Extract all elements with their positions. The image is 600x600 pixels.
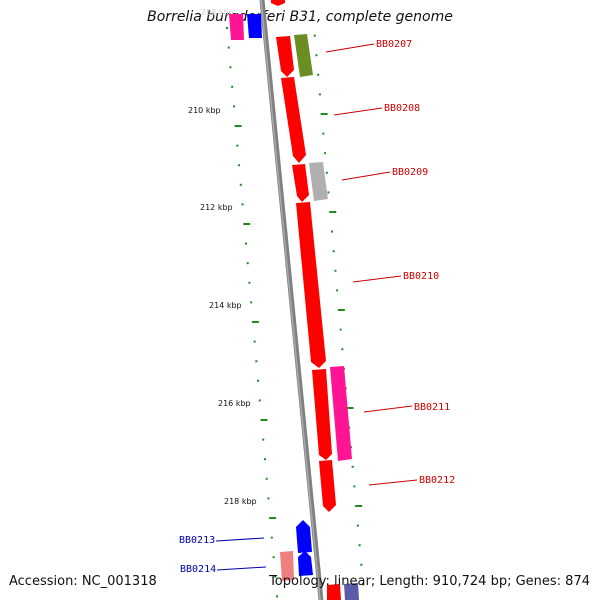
gene-label-bb0210[interactable]: BB0210 [403, 271, 439, 282]
tick-label-212: 212 kbp [200, 203, 233, 212]
label-connectors [215, 43, 418, 571]
tick-label-214: 214 kbp [209, 301, 242, 310]
gene-bb0208[interactable] [281, 77, 306, 163]
gene-bb0214[interactable] [298, 551, 313, 576]
gene-label-bb0207[interactable]: BB0207 [376, 39, 412, 50]
gene-bb0210[interactable] [296, 202, 326, 368]
gene-bb0209-gray[interactable] [309, 162, 328, 201]
gene-pink-top[interactable] [229, 14, 244, 40]
gene-label-bb0212[interactable]: BB0212 [419, 475, 455, 486]
tick-label-210: 210 kbp [188, 106, 221, 115]
gene-bb0212[interactable] [319, 460, 336, 512]
map-title: Borrelia burgdorferi B31, complete genom… [147, 9, 453, 25]
gene-bb0213[interactable] [296, 520, 312, 553]
gene-partial-top[interactable] [271, 0, 285, 6]
genome-backbone [259, 0, 324, 600]
gene-bb0214-salmon[interactable] [280, 551, 294, 581]
accession-text: Accession: NC_001318 [9, 574, 157, 589]
gene-label-bb0211[interactable]: BB0211 [414, 402, 450, 413]
gene-label-bb0209[interactable]: BB0209 [392, 167, 428, 178]
tick-label-218: 218 kbp [224, 497, 257, 506]
gene-label-bb0214[interactable]: BB0214 [180, 564, 216, 575]
genome-backbone-highlight [260, 0, 321, 600]
tick-label-216: 216 kbp [218, 399, 251, 408]
gene-bottom-red[interactable] [327, 584, 341, 600]
gene-bb0207-olive[interactable] [294, 34, 313, 77]
gene-bb0209[interactable] [292, 164, 309, 202]
gene-blue-top[interactable] [247, 14, 262, 38]
gene-bb0207[interactable] [276, 36, 294, 77]
gene-bottom-purple[interactable] [344, 583, 359, 600]
gene-bb0211-pink[interactable] [330, 366, 352, 461]
genome-summary-text: Topology: linear; Length: 910,724 bp; Ge… [269, 574, 590, 589]
gene-label-bb0208[interactable]: BB0208 [384, 103, 420, 114]
gene-bb0211[interactable] [312, 369, 332, 460]
gene-label-bb0213[interactable]: BB0213 [179, 535, 215, 546]
faded-tick-label: 208 kbp [201, 8, 234, 17]
